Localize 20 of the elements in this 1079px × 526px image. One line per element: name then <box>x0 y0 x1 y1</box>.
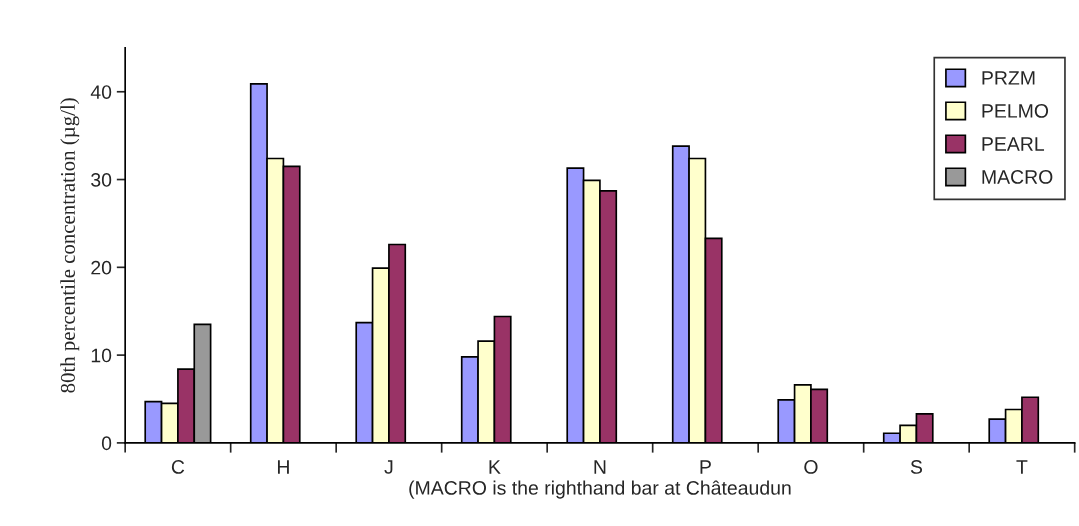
x-tick-label: T <box>1016 460 1028 474</box>
y-axis-title: 80th percentile concentration (µg/l) <box>60 98 80 393</box>
x-tick-label: S <box>910 460 923 474</box>
y-tick-label: 10 <box>91 348 112 363</box>
y-tick-label: 20 <box>91 260 112 275</box>
x-tick-label: P <box>700 460 711 474</box>
y-tick-label: 40 <box>90 85 112 99</box>
x-tick-label: O <box>804 460 818 474</box>
legend-label: PRZM <box>982 71 1035 85</box>
y-tick-label: 30 <box>91 173 112 187</box>
legend-label: MACRO <box>982 170 1053 184</box>
legend-label: PELMO <box>982 104 1049 118</box>
legend-label: PEARL <box>982 137 1045 151</box>
x-tick-label: C <box>171 460 185 474</box>
x-tick-label: J <box>384 460 393 474</box>
x-tick-label: H <box>277 460 289 474</box>
x-tick-label: N <box>594 460 606 474</box>
x-tick-label: K <box>489 460 501 474</box>
x-axis-title: (MACRO is the righthand bar at Châteaudun <box>409 480 791 499</box>
y-tick-label: 0 <box>101 436 112 451</box>
